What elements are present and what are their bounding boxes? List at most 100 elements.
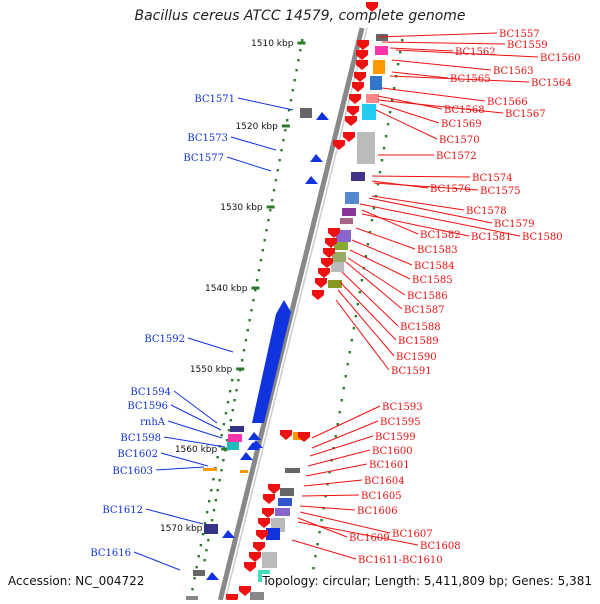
- leader-line: [155, 466, 205, 471]
- leader-line: [297, 521, 419, 546]
- leader-line: [145, 508, 204, 525]
- ruler-dots-dot: [233, 399, 236, 402]
- gene-label-right: BC1560: [540, 53, 581, 64]
- gene-block: [334, 242, 348, 250]
- leader-line: [347, 257, 406, 296]
- reverse-gene-arrow: [249, 552, 261, 562]
- gene-block: [373, 60, 385, 74]
- lower-left-dots-dot: [212, 478, 215, 481]
- gene-label-right: BC1563: [493, 66, 534, 77]
- ruler-dots-dot: [269, 209, 272, 212]
- ruler-dots-dot: [301, 39, 304, 42]
- gene-label-right: BC1601: [369, 460, 410, 471]
- reverse-gene-arrow: [352, 82, 364, 92]
- ruler-dots-dot: [267, 219, 270, 222]
- ruler-dots-dot: [276, 169, 279, 172]
- gene-block: [357, 132, 375, 164]
- chromosome-axis: [217, 27, 365, 601]
- forward-gene-arrow: [240, 452, 253, 460]
- lower-left-dots: [191, 379, 234, 591]
- leader-line: [368, 197, 493, 224]
- ruler-dots-dot: [259, 259, 263, 262]
- leader-line: [163, 436, 226, 448]
- right-dots-dot: [380, 159, 384, 162]
- reverse-gene-arrow: [315, 278, 327, 288]
- right-dots-dot: [328, 471, 331, 474]
- leader-line: [339, 281, 397, 341]
- gene-label-right: BC1579: [494, 219, 535, 230]
- lower-left-dots-dot: [199, 544, 203, 547]
- forward-gene-arrow: [310, 154, 323, 162]
- reverse-gene-arrow: [298, 432, 310, 442]
- leader-line: [341, 271, 399, 327]
- reverse-gene-arrow: [263, 494, 275, 504]
- map-title: Bacillus cereus ATCC 14579, complete gen…: [134, 8, 466, 24]
- right-dots-dot: [386, 123, 390, 126]
- lower-left-dots-dot: [197, 555, 200, 558]
- leader-line: [361, 213, 470, 237]
- leader-line: [167, 420, 223, 439]
- right-dots-dot: [354, 315, 358, 318]
- accession-label: Accession: NC_004722: [8, 574, 145, 588]
- right-dots-dot: [366, 243, 370, 246]
- leader-line: [305, 463, 368, 477]
- ruler-dots-dot: [252, 299, 255, 302]
- gene-block: [366, 94, 379, 103]
- gene-label-left: BC1612: [102, 505, 143, 516]
- right-dots-dot: [370, 219, 374, 222]
- gene-block: [275, 508, 290, 516]
- leader-line: [301, 494, 360, 497]
- right-dots-dot: [382, 147, 386, 150]
- lower-left-dots-dot: [201, 533, 205, 536]
- right-dots-dot: [401, 39, 404, 42]
- leader-line: [291, 539, 357, 560]
- leader-line: [377, 99, 504, 114]
- leader-line: [371, 195, 465, 211]
- right-dots-dot: [368, 231, 372, 234]
- reverse-gene-arrow: [253, 542, 265, 552]
- gene-label-right: BC1567: [505, 109, 546, 120]
- ruler-dots-dot: [250, 309, 253, 312]
- gene-label-right: BC1576: [430, 184, 471, 195]
- gene-label-right: BC1607: [392, 529, 433, 540]
- gene-label-right: BC1578: [466, 206, 507, 217]
- ruler-dots-dot: [214, 499, 218, 502]
- gene-label-right: BC1595: [380, 417, 421, 428]
- lower-left-dots-dot: [195, 566, 198, 569]
- gene-block: [193, 570, 205, 576]
- ruler-dots: [203, 39, 304, 562]
- lower-left-dots-dot: [228, 390, 232, 393]
- lower-left-dots-dot: [220, 434, 223, 437]
- ruler-dots-dot: [203, 559, 206, 562]
- gene-block: [203, 468, 217, 471]
- gene-block: [227, 442, 239, 450]
- leader-line: [170, 404, 222, 431]
- right-dots-dot: [372, 207, 376, 210]
- leader-line: [381, 87, 486, 102]
- gene-block: [345, 192, 359, 204]
- ruler-dots-dot: [218, 479, 221, 482]
- right-dots-dot: [378, 171, 382, 174]
- right-dots-dot: [390, 99, 394, 102]
- ruler-tick: [221, 447, 230, 451]
- ruler-tick: [266, 205, 275, 209]
- gene-label-right: BC1580: [522, 232, 563, 243]
- ruler-label: 1570 kbp: [160, 524, 203, 534]
- gene-block: [285, 468, 300, 473]
- reverse-gene-arrow: [328, 228, 340, 238]
- gene-block: [262, 552, 277, 568]
- reverse-gene-arrow: [318, 268, 330, 278]
- ruler-dots-dot: [278, 159, 281, 162]
- gene-label-right: BC1582: [420, 230, 461, 241]
- reverse-gene-arrow: [312, 290, 324, 300]
- ruler-label: 1560 kbp: [175, 445, 218, 455]
- forward-gene-large: [252, 300, 291, 423]
- gene-block: [186, 596, 198, 600]
- ruler-tick: [251, 286, 260, 290]
- ruler-dots-dot: [222, 459, 225, 462]
- gene-label-right: BC1575: [480, 186, 521, 197]
- gene-block: [230, 426, 244, 432]
- forward-gene-arrow: [248, 432, 261, 440]
- ruler-dots-dot: [244, 339, 248, 342]
